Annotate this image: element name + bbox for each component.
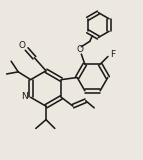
Text: N: N [21,92,28,101]
Text: O: O [19,40,26,50]
Text: F: F [110,50,115,59]
Text: O: O [77,45,84,54]
